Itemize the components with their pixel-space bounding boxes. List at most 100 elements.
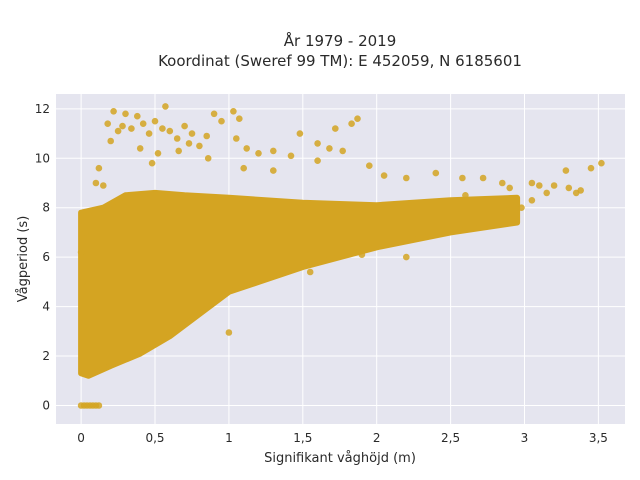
- data-point: [506, 184, 513, 192]
- data-point: [110, 108, 117, 115]
- data-point: [218, 117, 225, 125]
- data-point: [348, 120, 355, 127]
- data-point: [159, 125, 166, 132]
- chart-title-line1: År 1979 - 2019: [284, 31, 397, 50]
- data-point: [479, 174, 487, 182]
- data-point: [92, 179, 100, 187]
- data-point: [403, 174, 410, 182]
- x-tick-label: 1,5: [293, 431, 312, 445]
- y-tick-labels: 0 2 4 6 8 10 12: [35, 102, 50, 413]
- y-tick-label: 4: [42, 300, 50, 314]
- data-point: [528, 197, 536, 204]
- data-point: [240, 164, 247, 172]
- data-point: [148, 159, 156, 167]
- x-tick-label: 0,5: [145, 431, 164, 445]
- data-point: [95, 402, 103, 409]
- x-tick-label: 2,5: [441, 431, 460, 445]
- data-point: [173, 135, 181, 142]
- y-tick-label: 8: [42, 201, 50, 215]
- data-point: [562, 167, 570, 174]
- data-point: [225, 329, 233, 336]
- data-point: [270, 147, 277, 155]
- data-point: [230, 108, 237, 115]
- data-point: [80, 323, 88, 330]
- data-point: [296, 130, 304, 137]
- data-point: [185, 140, 193, 147]
- x-tick-label: 1: [225, 431, 233, 445]
- x-tick-label: 2: [373, 431, 381, 445]
- x-tick-label: 0: [77, 431, 85, 445]
- data-point: [236, 115, 243, 122]
- data-point: [104, 120, 111, 127]
- data-point: [499, 179, 506, 187]
- y-tick-label: 6: [42, 250, 50, 264]
- x-tick-label: 3: [521, 431, 529, 445]
- data-point: [354, 115, 361, 122]
- data-point: [204, 155, 212, 162]
- data-point: [114, 127, 122, 135]
- data-point: [151, 117, 159, 125]
- data-point: [79, 278, 86, 286]
- data-point: [550, 182, 558, 189]
- data-point: [565, 184, 573, 192]
- data-point: [403, 253, 410, 261]
- data-point: [459, 174, 466, 182]
- x-tick-label: 3,5: [589, 431, 608, 445]
- y-tick-label: 12: [35, 102, 50, 116]
- data-point: [181, 122, 188, 130]
- data-point: [462, 192, 469, 199]
- data-point: [366, 162, 373, 169]
- data-point: [134, 112, 141, 120]
- data-point: [162, 103, 169, 110]
- y-tick-label: 0: [42, 398, 50, 412]
- data-point: [82, 229, 89, 236]
- data-point: [210, 110, 218, 118]
- dense-point-cloud: [78, 189, 521, 379]
- data-point: [95, 164, 103, 172]
- data-point: [518, 204, 525, 211]
- data-point: [145, 130, 153, 137]
- data-point: [100, 182, 107, 189]
- data-point: [139, 120, 147, 127]
- data-point: [175, 147, 182, 155]
- data-point: [270, 167, 277, 174]
- data-point: [572, 189, 580, 197]
- data-point: [332, 125, 339, 132]
- data-point: [196, 142, 203, 150]
- data-point: [255, 150, 262, 157]
- chart-title-line2: Koordinat (Sweref 99 TM): E 452059, N 61…: [158, 52, 522, 70]
- data-point: [326, 145, 333, 152]
- data-point: [136, 145, 144, 152]
- data-point: [358, 251, 366, 258]
- data-point: [188, 130, 196, 137]
- data-point: [287, 152, 295, 160]
- data-point: [339, 147, 347, 155]
- data-point: [314, 157, 321, 164]
- data-point: [587, 164, 595, 172]
- y-tick-label: 2: [42, 349, 50, 363]
- data-point: [528, 179, 536, 187]
- data-point: [122, 110, 129, 118]
- data-point: [536, 182, 543, 189]
- data-point: [233, 135, 240, 142]
- y-axis-label: Vågperiod (s): [16, 216, 31, 303]
- data-point: [154, 150, 162, 157]
- data-point: [306, 268, 314, 276]
- data-point: [166, 127, 174, 135]
- data-point: [314, 140, 321, 147]
- gridlines: [56, 94, 625, 424]
- data-point: [598, 159, 605, 167]
- data-point: [119, 122, 126, 130]
- data-point: [243, 145, 250, 152]
- data-point: [432, 169, 440, 177]
- x-tick-labels: 0 0,5 1 1,5 2 2,5 3 3,5: [77, 431, 608, 445]
- data-point: [543, 189, 550, 197]
- x-axis-label: Signifikant våghöjd (m): [264, 451, 416, 466]
- data-point: [107, 137, 114, 145]
- data-point: [203, 132, 210, 140]
- data-point: [128, 125, 135, 132]
- y-tick-label: 10: [35, 151, 50, 165]
- data-points: [77, 103, 605, 409]
- data-point: [85, 216, 92, 224]
